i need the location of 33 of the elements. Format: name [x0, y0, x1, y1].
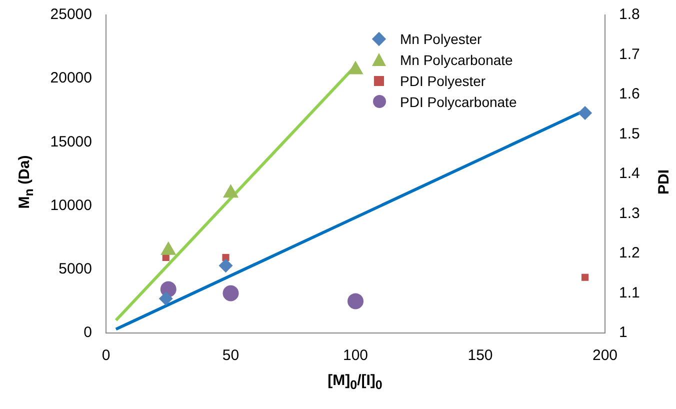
legend-label: PDI Polycarbonate — [400, 94, 517, 110]
y2-tick-label: 1 — [619, 324, 628, 342]
y-tick-label: 15000 — [50, 133, 92, 150]
point — [218, 258, 233, 273]
y2-tick-label: 1.6 — [619, 86, 640, 103]
point — [222, 184, 239, 198]
x-axis-title: [M]$_{0}$/[I]$_{0}$ — [328, 372, 382, 392]
y-tick-label: 25000 — [50, 6, 92, 24]
point — [582, 274, 589, 281]
y2-axis-title: PDI — [656, 169, 672, 195]
y2-tick-label: 1.7 — [619, 46, 640, 63]
y2-tick-label: 1.5 — [619, 125, 640, 142]
x-tick-label: 50 — [222, 347, 240, 364]
point — [348, 60, 364, 74]
legend-label: Mn Polyester — [400, 30, 482, 46]
x-tick-label: 200 — [592, 347, 618, 364]
x-tick-label: 100 — [342, 347, 368, 364]
y2-tick-label: 1.3 — [619, 204, 640, 222]
y-tick-label: 20000 — [50, 70, 92, 87]
y-tick-label: 0 — [84, 324, 92, 342]
point — [348, 293, 364, 310]
legend-label: Mn Polycarbonate — [400, 52, 513, 68]
point — [222, 285, 239, 302]
y2-tick-label: 1.8 — [619, 6, 640, 24]
y-tick-label: 10000 — [50, 196, 92, 214]
y-tick-label: 5000 — [58, 260, 92, 278]
x-tick-label: 150 — [468, 347, 493, 364]
y2-tick-label: 1.1 — [619, 284, 640, 302]
legend-label: PDI Polyester — [400, 72, 486, 88]
y2-tick-label: 1.2 — [619, 244, 640, 262]
x-tick-label: 0 — [102, 347, 110, 364]
y2-tick-label: 1.4 — [619, 165, 640, 182]
point — [158, 292, 173, 306]
